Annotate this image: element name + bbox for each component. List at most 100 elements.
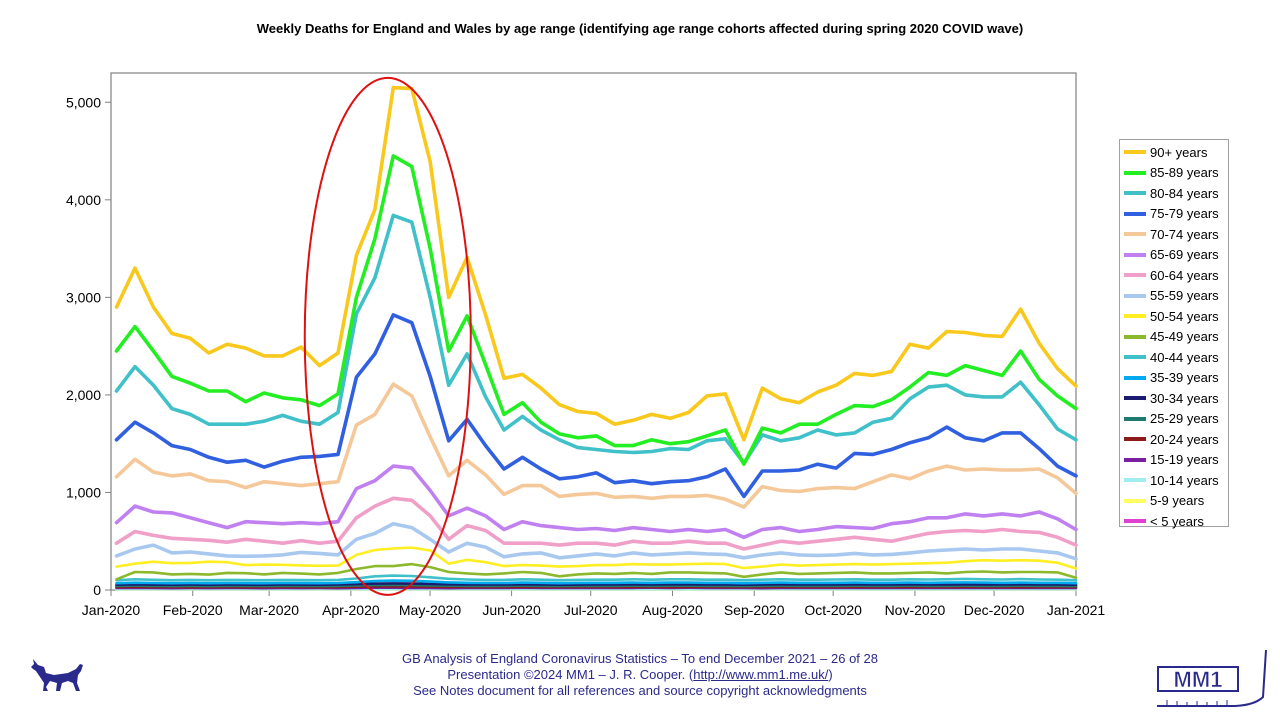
- footer-line2: Presentation ©2024 MM1 – J. R. Cooper. (…: [0, 667, 1280, 683]
- footer-line2-prefix: Presentation ©2024 MM1 – J. R. Cooper. (: [447, 667, 694, 682]
- series-line-45-49-years: [115, 562, 1078, 581]
- y-tick-label: 3,000: [66, 289, 101, 305]
- y-tick-label: 1,000: [66, 484, 101, 500]
- legend-swatch: [1124, 519, 1146, 524]
- covid-wave-ellipse: [303, 76, 472, 596]
- series-layer: [114, 85, 1078, 591]
- series-line-75-79-years: [114, 313, 1078, 499]
- legend-label: 60-64 years: [1150, 267, 1219, 283]
- legend-label: 70-74 years: [1150, 226, 1219, 242]
- legend-label: 65-69 years: [1150, 247, 1219, 263]
- legend-swatch: [1124, 150, 1146, 155]
- legend-item: 25-29 years: [1120, 409, 1228, 430]
- legend-item: 90+ years: [1120, 142, 1228, 163]
- series-line-25-29-years: [115, 583, 1078, 588]
- legend-swatch: [1124, 273, 1146, 278]
- mm1-logo-text: MM1: [1174, 667, 1223, 692]
- legend-item: 5-9 years: [1120, 491, 1228, 512]
- series-line-60-64-years: [114, 496, 1078, 551]
- legend-item: < 5 years: [1120, 511, 1228, 532]
- legend-label: 15-19 years: [1150, 452, 1219, 468]
- legend-item: 40-44 years: [1120, 347, 1228, 368]
- legend-label: 80-84 years: [1150, 185, 1219, 201]
- annotation-layer: [303, 76, 472, 596]
- legend-label: 55-59 years: [1150, 288, 1219, 304]
- legend-item: 75-79 years: [1120, 204, 1228, 225]
- x-tick-label: Nov-2020: [885, 602, 946, 618]
- legend-item: 80-84 years: [1120, 183, 1228, 204]
- legend-item: 85-89 years: [1120, 163, 1228, 184]
- legend-label: 75-79 years: [1150, 206, 1219, 222]
- y-tick-label: 2,000: [66, 387, 101, 403]
- legend-swatch: [1124, 396, 1146, 401]
- y-axis: 0 1,000 2,000 3,000 4,000 5,000: [66, 94, 111, 598]
- footer-line2-suffix: ): [828, 667, 833, 682]
- footer-link[interactable]: http://www.mm1.me.uk/: [693, 667, 829, 682]
- legend-swatch: [1124, 355, 1146, 360]
- legend-label: 90+ years: [1150, 144, 1208, 160]
- legend-swatch: [1124, 211, 1146, 216]
- legend-swatch: [1124, 416, 1146, 421]
- legend-swatch: [1124, 293, 1146, 298]
- series-line-85-89-years: [114, 154, 1078, 467]
- legend-label: 40-44 years: [1150, 349, 1219, 365]
- legend-item: 10-14 years: [1120, 470, 1228, 491]
- chart-title: Weekly Deaths for England and Wales by a…: [256, 21, 1024, 36]
- legend-swatch: [1124, 314, 1146, 319]
- x-tick-label: Mar-2020: [239, 602, 299, 618]
- plot-frame: [110, 72, 1077, 591]
- y-tick-label: 4,000: [66, 192, 101, 208]
- legend-item: 35-39 years: [1120, 368, 1228, 389]
- legend-item: 70-74 years: [1120, 224, 1228, 245]
- legend-label: 5-9 years: [1150, 493, 1205, 509]
- legend-swatch: [1124, 191, 1146, 196]
- plot-area: [110, 72, 1077, 591]
- series-line-40-44-years: [115, 574, 1078, 582]
- series-line-90-years: [114, 85, 1078, 442]
- x-tick-label: Aug-2020: [642, 602, 703, 618]
- legend-swatch: [1124, 252, 1146, 257]
- series-line-65-69-years: [114, 464, 1078, 540]
- legend-label: 45-49 years: [1150, 329, 1219, 345]
- footer-line1: GB Analysis of England Coronavirus Stati…: [402, 651, 878, 666]
- x-tick-label: Sep-2020: [724, 602, 785, 618]
- legend-label: 10-14 years: [1150, 472, 1219, 488]
- y-tick-label: 0: [93, 582, 101, 598]
- legend-label: 85-89 years: [1150, 165, 1219, 181]
- footer: GB Analysis of England Coronavirus Stati…: [0, 651, 1280, 699]
- series-line-55-59-years: [114, 521, 1078, 561]
- legend-swatch: [1124, 457, 1146, 462]
- legend-item: 15-19 years: [1120, 450, 1228, 471]
- x-tick-label: May-2020: [399, 602, 461, 618]
- legend-label: 35-39 years: [1150, 370, 1219, 386]
- legend: 90+ years 85-89 years 80-84 years 75-79 yea…: [1119, 139, 1229, 529]
- legend-label: 20-24 years: [1150, 431, 1219, 447]
- legend-swatch: [1124, 478, 1146, 483]
- legend-item: 30-34 years: [1120, 388, 1228, 409]
- legend-swatch: [1124, 232, 1146, 237]
- mm1-logo: MM1: [1157, 649, 1267, 707]
- series-line-30-34-years: [115, 582, 1078, 587]
- legend-swatch: [1124, 170, 1146, 175]
- series-line-35-39-years: [115, 579, 1078, 585]
- legend-label: 50-54 years: [1150, 308, 1219, 324]
- legend-label: < 5 years: [1150, 513, 1204, 529]
- legend-label: 30-34 years: [1150, 390, 1219, 406]
- x-axis: Jan-2020 Feb-2020 Mar-2020 Apr-2020 May-2020…: [82, 590, 1106, 618]
- x-tick-label: Feb-2020: [163, 602, 223, 618]
- legend-item: 50-54 years: [1120, 306, 1228, 327]
- dog-logo-icon: [31, 659, 83, 691]
- legend-item: 60-64 years: [1120, 265, 1228, 286]
- legend-swatch: [1124, 375, 1146, 380]
- x-tick-label: Apr-2020: [322, 602, 380, 618]
- legend-item: 65-69 years: [1120, 245, 1228, 266]
- legend-item: 55-59 years: [1120, 286, 1228, 307]
- series-line-70-74-years: [114, 382, 1078, 509]
- legend-item: 45-49 years: [1120, 327, 1228, 348]
- legend-label: 25-29 years: [1150, 411, 1219, 427]
- x-tick-label: Jan-2021: [1047, 602, 1106, 618]
- x-tick-label: Dec-2020: [964, 602, 1025, 618]
- x-tick-label: Jul-2020: [564, 602, 618, 618]
- legend-swatch: [1124, 437, 1146, 442]
